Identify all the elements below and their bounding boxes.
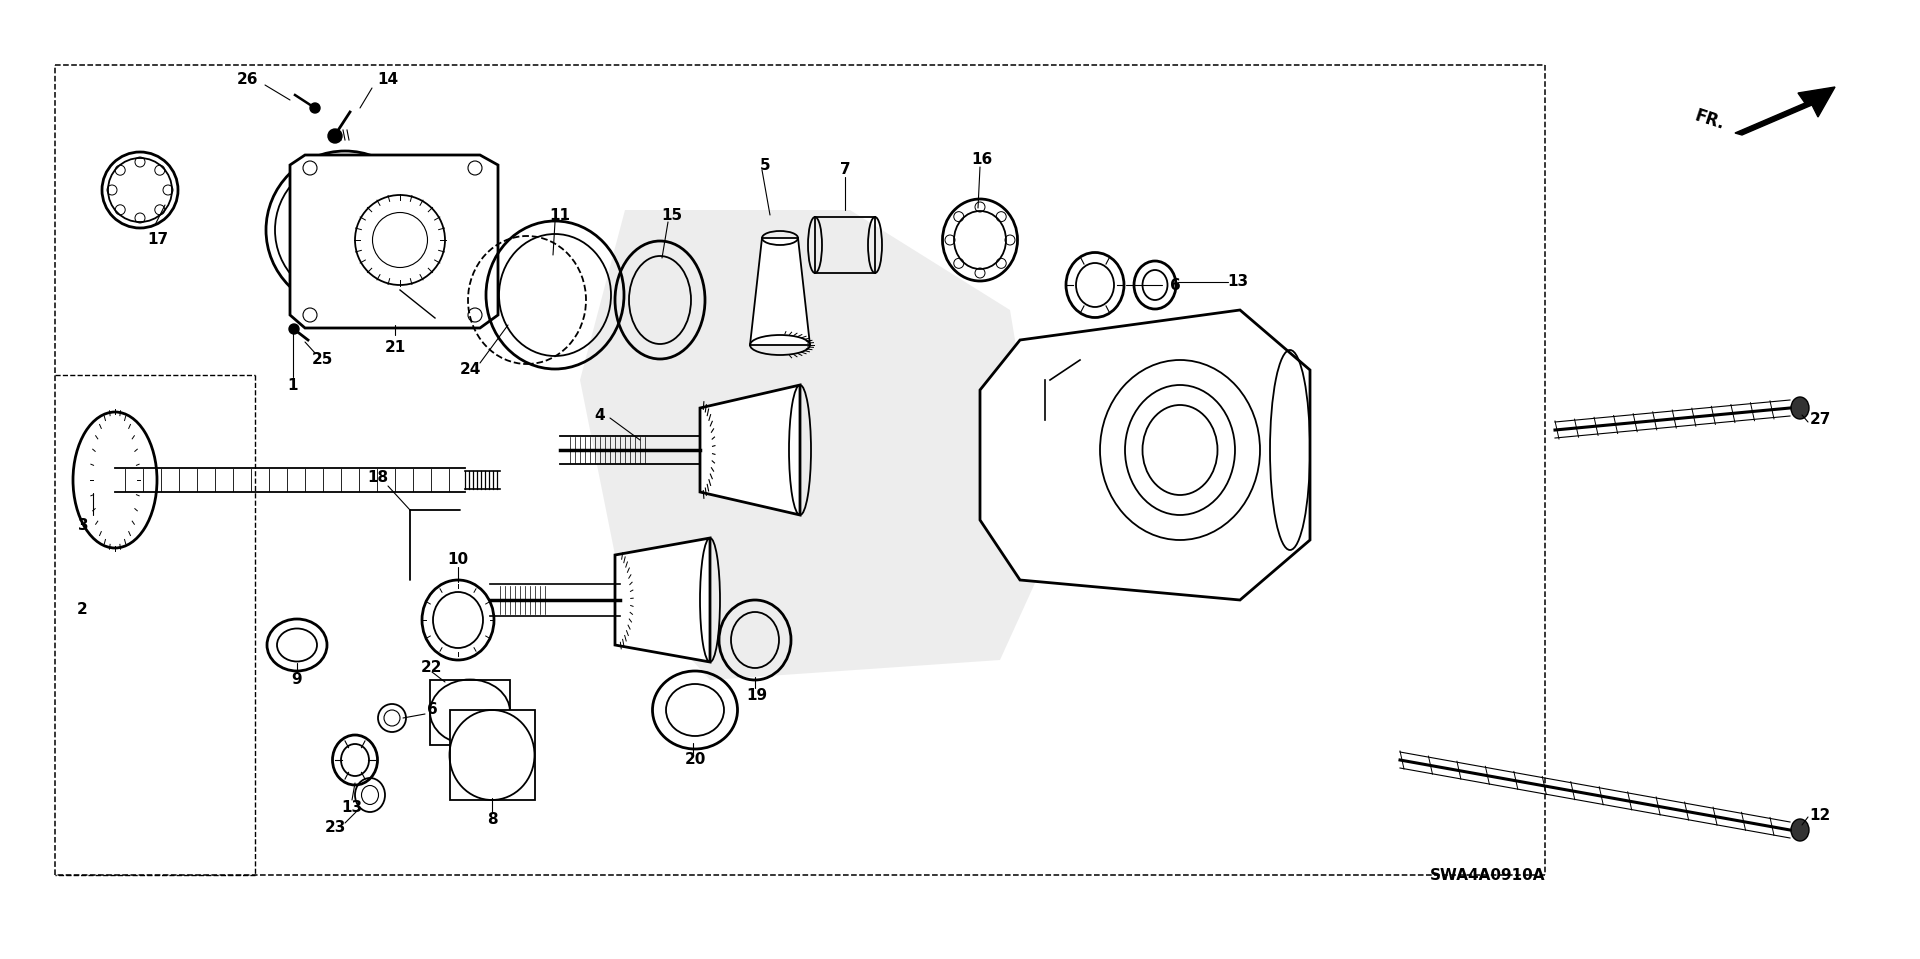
Text: 12: 12 [1809, 807, 1830, 823]
Text: 17: 17 [148, 232, 169, 247]
Text: 25: 25 [311, 353, 332, 367]
Text: 21: 21 [384, 340, 405, 356]
Text: 20: 20 [684, 753, 707, 767]
Text: 8: 8 [486, 812, 497, 828]
Text: 15: 15 [660, 207, 684, 222]
FancyBboxPatch shape [449, 710, 536, 800]
Polygon shape [430, 680, 511, 745]
Text: 2: 2 [77, 602, 88, 618]
Text: 26: 26 [238, 73, 259, 87]
Circle shape [328, 129, 342, 143]
Polygon shape [1736, 87, 1836, 135]
Polygon shape [290, 155, 497, 328]
Text: 1: 1 [288, 378, 298, 392]
Text: 11: 11 [549, 207, 570, 222]
Polygon shape [580, 210, 1050, 680]
Text: 9: 9 [292, 672, 301, 688]
Text: FR.: FR. [1693, 106, 1728, 133]
Text: 22: 22 [420, 661, 444, 675]
Text: 24: 24 [459, 363, 480, 378]
Text: 23: 23 [324, 821, 346, 835]
Text: 6: 6 [1169, 277, 1181, 292]
Text: 19: 19 [747, 688, 768, 703]
Text: 7: 7 [839, 162, 851, 177]
Text: 27: 27 [1809, 412, 1830, 428]
Text: SWA4A0910A: SWA4A0910A [1430, 868, 1546, 882]
Polygon shape [979, 310, 1309, 600]
Circle shape [290, 324, 300, 334]
Text: 6: 6 [426, 703, 438, 717]
Text: 13: 13 [342, 801, 363, 815]
Text: 4: 4 [595, 408, 605, 423]
Ellipse shape [1791, 397, 1809, 419]
Text: 16: 16 [972, 152, 993, 168]
Text: 3: 3 [77, 518, 88, 532]
Ellipse shape [1791, 819, 1809, 841]
Polygon shape [614, 538, 710, 662]
Text: 18: 18 [367, 471, 388, 485]
Polygon shape [701, 385, 801, 515]
Polygon shape [751, 238, 810, 345]
Text: 14: 14 [378, 73, 399, 87]
Circle shape [309, 103, 321, 113]
Text: 13: 13 [1227, 274, 1248, 290]
Text: 5: 5 [760, 157, 770, 173]
Text: 10: 10 [447, 552, 468, 568]
